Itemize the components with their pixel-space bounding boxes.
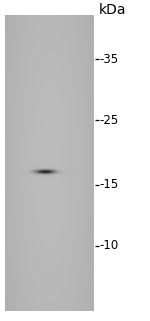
- Text: -10: -10: [100, 239, 119, 252]
- Text: -15: -15: [100, 178, 119, 191]
- Text: -25: -25: [100, 114, 119, 127]
- Text: -35: -35: [100, 53, 119, 66]
- Text: kDa: kDa: [99, 3, 126, 17]
